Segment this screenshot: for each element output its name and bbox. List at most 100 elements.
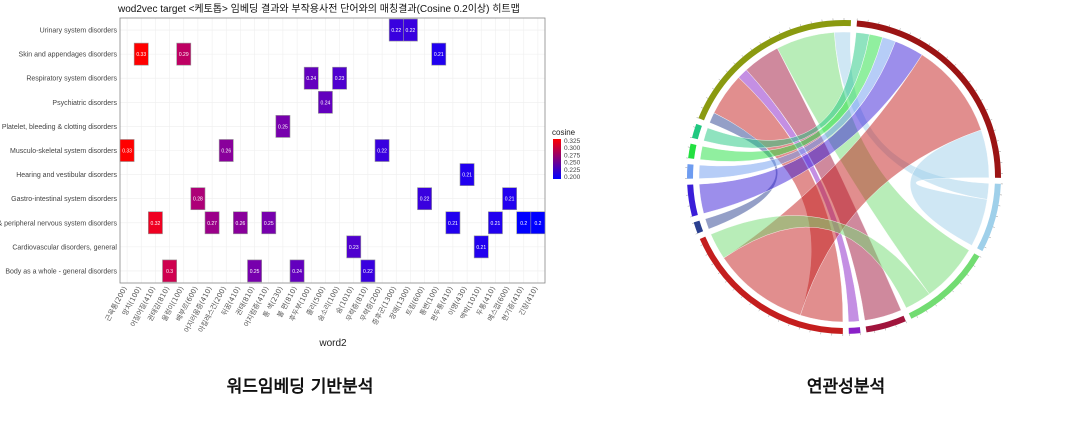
sector-tick (990, 119, 993, 121)
tile-value-label: 0.25 (264, 221, 274, 227)
chord-sector-green2 (688, 143, 697, 159)
tile-value-label: 0.25 (278, 124, 288, 130)
chord-sector-teal (691, 123, 702, 140)
sector-tick (712, 87, 714, 90)
sector-tick (946, 56, 948, 59)
heatmap-tile (417, 187, 432, 211)
legend-title: cosine (552, 128, 576, 137)
chord-diagram (685, 18, 1003, 336)
sector-tick (701, 107, 703, 109)
sector-tick (750, 48, 752, 51)
tile-value-label: 0.29 (179, 52, 189, 58)
legend-tick-label: 0.225 (564, 167, 581, 174)
heatmap-tile (162, 259, 177, 283)
sector-tick (693, 126, 696, 128)
tile-value-label: 0.23 (349, 245, 359, 251)
legend-tick-label: 0.300 (564, 145, 581, 152)
sector-tick (919, 37, 921, 40)
heatmap-tile (445, 211, 461, 235)
sector-tick (749, 303, 751, 306)
sector-tick (961, 72, 964, 74)
sector-tick (966, 274, 969, 276)
tile-value-label: 0.24 (321, 100, 331, 106)
sector-tick (980, 99, 983, 101)
tile-value-label: 0.22 (363, 269, 373, 275)
sector-tick (975, 89, 978, 92)
heatmap-tile (233, 211, 248, 235)
sector-tick (954, 63, 957, 66)
tile-value-label: 0.33 (122, 149, 132, 155)
heatmap-tile (459, 163, 475, 186)
legend-tick-label: 0.250 (564, 160, 581, 167)
sector-tick (705, 254, 708, 256)
heatmap-tile (303, 66, 319, 90)
tile-value-label: 0.2 (534, 221, 541, 227)
tile-value-label: 0.27 (207, 221, 217, 227)
sector-tick (695, 233, 698, 235)
sector-tick (799, 24, 801, 27)
tile-value-label: 0.3 (166, 269, 173, 275)
sector-tick (985, 109, 988, 111)
chord-sector-darkblue (693, 220, 704, 234)
y-tick-label: Body as a whole - general disorders (5, 268, 117, 275)
chord-sector-olive (698, 19, 852, 121)
sector-tick (889, 24, 891, 27)
sector-tick (916, 316, 918, 318)
heatmap-tile (346, 235, 362, 259)
sector-tick (696, 117, 699, 119)
heatmap-tile (218, 139, 234, 162)
heatmap-tile (133, 42, 149, 66)
sector-tick (935, 304, 937, 307)
chord-sector-green (908, 253, 980, 319)
sector-tick (995, 216, 998, 218)
chord-sector-crimson (865, 315, 906, 333)
sector-tick (717, 272, 720, 275)
tile-value-label: 0.21 (491, 221, 501, 227)
heatmap-tile (473, 235, 489, 259)
tile-value-label: 0.21 (462, 173, 472, 179)
sector-tick (885, 328, 886, 331)
sector-tick (718, 78, 721, 81)
chord-sector-blue (687, 184, 698, 217)
sector-tick (899, 28, 901, 31)
sector-tick (700, 244, 703, 246)
legend-tick-label: 0.325 (564, 138, 581, 145)
tile-value-label: 0.21 (448, 221, 458, 227)
y-tick-label: Hearing and vestibular disorders (16, 172, 117, 179)
tile-value-label: 0.22 (377, 149, 387, 155)
sector-tick (952, 290, 954, 293)
sector-tick (909, 32, 911, 35)
chord-sector-purple (848, 327, 861, 334)
chord-ribbon (698, 41, 923, 214)
chord-sector-lightblue2 (687, 164, 694, 179)
sector-tick (905, 321, 907, 324)
tile-value-label: 0.2 (520, 221, 527, 227)
tile-value-label: 0.28 (193, 197, 203, 203)
sector-tick (740, 296, 743, 299)
heatmap-tile (403, 18, 418, 42)
sector-tick (973, 265, 976, 267)
y-tick-label: & peripheral nervous system disorders (0, 220, 117, 227)
heatmap-tile (374, 139, 390, 162)
sector-tick (724, 281, 727, 283)
chord-ribbon (910, 129, 990, 246)
tile-value-label: 0.24 (292, 269, 302, 275)
legend-tick-label: 0.200 (564, 174, 581, 181)
sector-tick (937, 49, 940, 52)
sector-tick (691, 222, 694, 224)
y-tick-label: Musculo-skeletal system disorders (10, 148, 117, 155)
tile-value-label: 0.24 (306, 76, 316, 82)
y-tick-label: Cardiovascular disorders, general (12, 244, 117, 251)
sector-tick (993, 129, 996, 131)
tile-value-label: 0.33 (136, 52, 146, 58)
heatmap-tile (502, 187, 517, 211)
heatmap-tile (148, 211, 163, 235)
tile-value-label: 0.26 (221, 149, 231, 155)
sector-tick (690, 216, 693, 218)
sector-tick (992, 226, 995, 228)
sector-tick (769, 36, 771, 39)
heatmap-tile (176, 42, 192, 66)
legend-tick-label: 0.275 (564, 152, 581, 159)
sector-tick (733, 62, 736, 65)
tile-value-label: 0.21 (505, 197, 515, 203)
